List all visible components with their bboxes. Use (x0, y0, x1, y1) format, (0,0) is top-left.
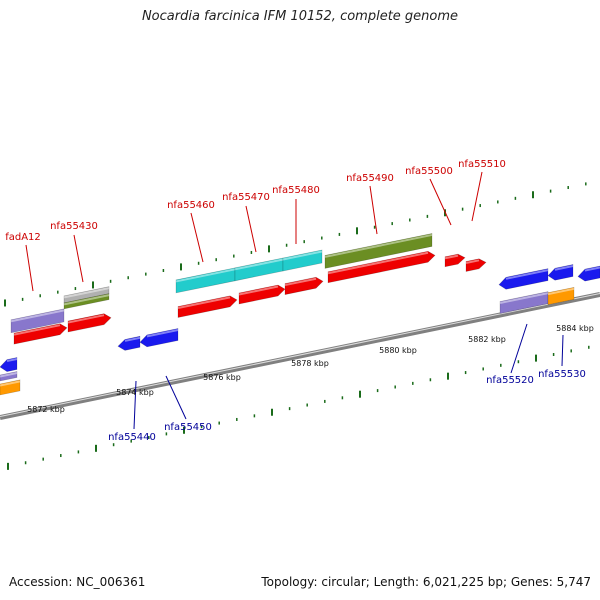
leader-line (561, 334, 564, 367)
leader-line (73, 234, 84, 283)
leader-line (429, 178, 452, 226)
gene-highlight (234, 258, 284, 271)
gene-highlight (505, 269, 549, 280)
reverse-gene-label: nfa55440 (108, 432, 156, 443)
scale-label: 5880 kbp (379, 346, 417, 355)
cds-nfa55430 (67, 313, 112, 333)
gene-nfa55530-orange (547, 286, 575, 306)
reverse-gene-label: nfa55520 (486, 375, 534, 386)
gene-left-reverse (0, 357, 18, 372)
scale-label: 5878 kbp (291, 359, 329, 368)
scale-label: 5874 kbp (116, 388, 154, 397)
gene-nfa55490 (324, 233, 433, 269)
forward-gene-label: nfa55430 (50, 221, 98, 232)
outer-tick-ring (4, 182, 587, 307)
gene-nfa55520 (498, 268, 549, 290)
reverse-gene-label: nfa55530 (538, 369, 586, 380)
gene-highlight (282, 250, 323, 261)
scale-label: 5882 kbp (468, 335, 506, 344)
gene-highlight (146, 329, 179, 338)
leader-line (510, 323, 528, 374)
scale-label: 5884 kbp (556, 324, 594, 333)
cds-nfa55460 (177, 295, 238, 318)
gene-highlight (547, 287, 575, 296)
gene-highlight (499, 292, 549, 304)
genome-stats-text: Topology: circular; Length: 6,021,225 bp… (261, 575, 591, 589)
gene-nfa55480 (282, 249, 323, 272)
gene-fadA12 (10, 308, 65, 334)
scale-label: 5872 kbp (27, 405, 65, 414)
gene-nfa55440 (117, 335, 141, 351)
forward-gene-label: nfa55510 (458, 159, 506, 170)
leader-line (369, 185, 378, 235)
forward-gene-label: nfa55460 (167, 200, 215, 211)
gene-highlight (63, 294, 110, 306)
genome-backbone (0, 292, 600, 420)
forward-gene-label: fadA12 (5, 232, 41, 243)
backbone-highlight (0, 293, 600, 417)
leader-line (190, 212, 204, 263)
gene-right-reverse (577, 265, 600, 282)
gene-nfa55530 (547, 264, 574, 281)
leader-line (133, 380, 137, 430)
cds-fadA12 (13, 323, 68, 345)
gene-highlight (0, 372, 18, 378)
scale-label: 5876 kbp (203, 373, 241, 382)
map-title: Nocardia farcinica IFM 10152, complete g… (141, 9, 459, 24)
forward-gene-label: nfa55500 (405, 166, 453, 177)
gene-nfa55430-gray (63, 286, 110, 304)
gene-nfa55520-purple (499, 291, 549, 314)
gene-highlight (465, 259, 480, 264)
gene-highlight (63, 287, 110, 299)
gene-highlight (6, 358, 18, 363)
backbone-line (0, 292, 600, 420)
gene-highlight (444, 254, 459, 260)
forward-gene-label: nfa55490 (346, 173, 394, 184)
gene-highlight (10, 309, 65, 323)
gene-nfa55450 (139, 328, 179, 348)
leader-line (165, 375, 187, 420)
gene-highlight (13, 324, 61, 336)
cds-nfa55490 (327, 250, 436, 284)
gene-highlight (177, 296, 231, 309)
gene-highlight (238, 285, 279, 296)
gene-highlight (175, 268, 236, 283)
gene-highlight (554, 265, 574, 271)
cds-nfa55500 (444, 253, 466, 268)
leader-line (245, 205, 257, 253)
cds-nfa55510 (465, 258, 487, 272)
reverse-gene-label: nfa55450 (164, 422, 212, 433)
gene-highlight (584, 266, 600, 272)
gene-nfa55430-olive (63, 293, 110, 310)
cds-nfa55480 (284, 276, 324, 295)
gene-highlight (124, 336, 141, 342)
scale-labels: 5872 kbp 5874 kbp 5876 kbp 5878 kbp 5880 kbp… (27, 324, 594, 414)
leader-line (25, 244, 34, 292)
gene-highlight (67, 314, 105, 324)
gene-highlight (0, 380, 21, 387)
forward-gene-label: nfa55480 (272, 185, 320, 196)
gene-highlight (284, 277, 317, 287)
accession-text: Accession: NC_006361 (9, 575, 146, 589)
leader-line (471, 171, 483, 222)
gene-highlight (327, 251, 429, 275)
gene-features (0, 233, 600, 396)
inner-tick-ring (7, 345, 590, 470)
cds-nfa55470 (238, 284, 286, 305)
forward-gene-label: nfa55470 (222, 192, 270, 203)
gene-left-orange (0, 379, 21, 396)
label-leader-lines (25, 171, 564, 430)
gene-left-purple (0, 371, 18, 382)
gene-highlight (324, 233, 433, 258)
